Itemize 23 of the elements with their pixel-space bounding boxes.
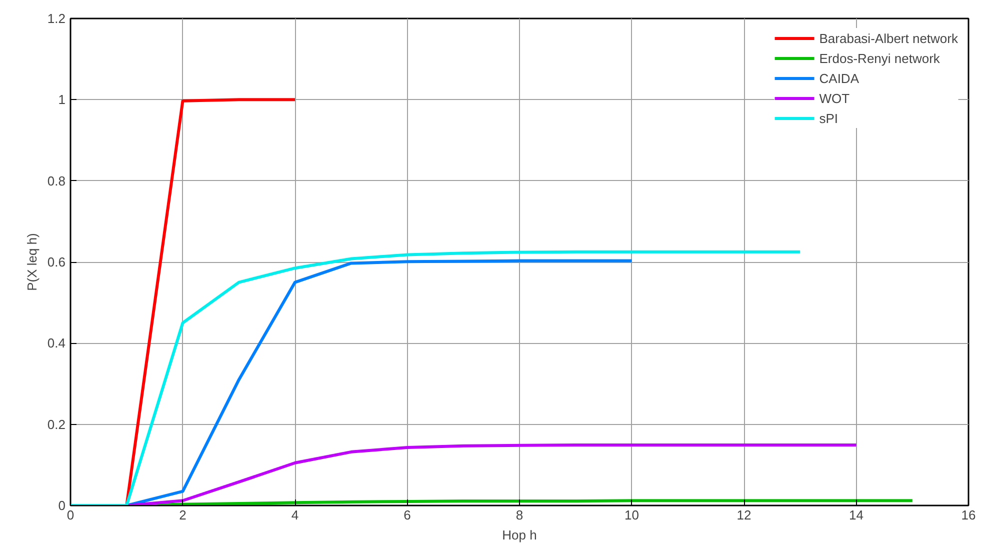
x-tick-label: 6 (404, 508, 411, 522)
legend-label: sPI (819, 110, 840, 126)
x-tick-label: 2 (179, 508, 186, 522)
x-tick-label: 4 (291, 508, 299, 522)
y-tick-label: 0.4 (47, 336, 66, 351)
x-tick-label: 14 (849, 508, 864, 522)
x-axis-title: Hop h (502, 528, 537, 542)
x-tick-label: 8 (516, 508, 524, 522)
y-tick-label: 1.2 (47, 11, 66, 26)
x-tick-label: 10 (624, 508, 639, 522)
legend-label: WOT (819, 90, 850, 106)
y-tick-label: 0.6 (47, 254, 66, 270)
line-series (70, 250, 802, 506)
y-tick-label: 1 (58, 92, 66, 108)
x-tick-label: 12 (736, 508, 752, 522)
legend-label: Erdos-Renyi network (819, 50, 940, 66)
legend-label: Barabasi-Albert network (819, 30, 958, 46)
y-tick-label: 0.8 (47, 173, 66, 188)
y-axis-title: P(X leq h) (24, 233, 40, 291)
legend-label: CAIDA (819, 70, 859, 86)
y-tick-label: 0.2 (47, 416, 66, 432)
y-tick-label: 0 (58, 498, 66, 513)
x-tick-label: 16 (961, 508, 976, 522)
